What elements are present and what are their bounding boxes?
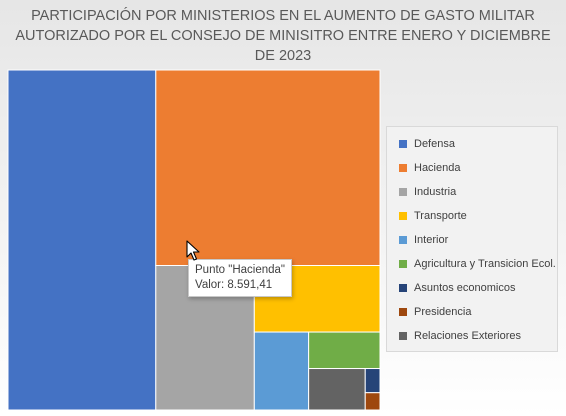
legend-item[interactable]: Presidencia xyxy=(399,300,557,324)
legend-label: Relaciones Exteriores xyxy=(414,330,521,342)
legend-swatch xyxy=(399,164,407,172)
tooltip: Punto "Hacienda" Valor: 8.591,41 xyxy=(188,259,293,297)
legend-item[interactable]: Interior xyxy=(399,228,557,252)
legend-label: Presidencia xyxy=(414,306,472,318)
tooltip-value-label: Valor: 8.591,41 xyxy=(195,279,273,291)
chart-title: PARTICIPACIÓN POR MINISTERIOS EN EL AUME… xyxy=(15,8,551,64)
legend-swatch xyxy=(399,140,407,148)
treemap-tile-asuntos-economicos[interactable] xyxy=(364,368,381,394)
legend-label: Agricultura y Transicion Ecol. xyxy=(414,258,556,270)
legend-label: Interior xyxy=(414,234,449,246)
legend-swatch xyxy=(399,260,407,268)
treemap-tile-interior[interactable] xyxy=(253,331,310,411)
legend-item[interactable]: Hacienda xyxy=(399,156,557,180)
legend-swatch xyxy=(399,188,407,196)
treemap-tile-defensa[interactable] xyxy=(7,69,157,411)
legend-swatch xyxy=(399,212,407,220)
treemap-tile-relaciones-exteriores[interactable] xyxy=(308,368,366,411)
legend-label: Industria xyxy=(414,186,457,198)
legend-item[interactable]: Relaciones Exteriores xyxy=(399,324,557,348)
treemap-tile-presidencia[interactable] xyxy=(364,392,381,411)
treemap-tile-agricultura-y-transicion-ecol[interactable] xyxy=(308,331,381,370)
legend-item[interactable]: Industria xyxy=(399,180,557,204)
legend-item[interactable]: Asuntos economicos xyxy=(399,276,557,300)
legend-swatch xyxy=(399,332,407,340)
legend-swatch xyxy=(399,236,407,244)
legend-swatch xyxy=(399,284,407,292)
tooltip-point-label: Punto "Hacienda" xyxy=(195,264,286,276)
mouse-pointer-icon xyxy=(186,240,200,261)
legend-swatch xyxy=(399,308,407,316)
legend: Defensa Hacienda Industria Transporte Interi… xyxy=(386,126,558,352)
legend-label: Transporte xyxy=(414,210,467,222)
legend-item[interactable]: Defensa xyxy=(399,132,557,156)
legend-item[interactable]: Agricultura y Transicion Ecol. xyxy=(399,252,557,276)
treemap-tile-hacienda[interactable] xyxy=(155,69,381,267)
legend-label: Defensa xyxy=(414,138,455,150)
legend-item[interactable]: Transporte xyxy=(399,204,557,228)
legend-label: Asuntos economicos xyxy=(414,282,516,294)
legend-label: Hacienda xyxy=(414,162,461,174)
